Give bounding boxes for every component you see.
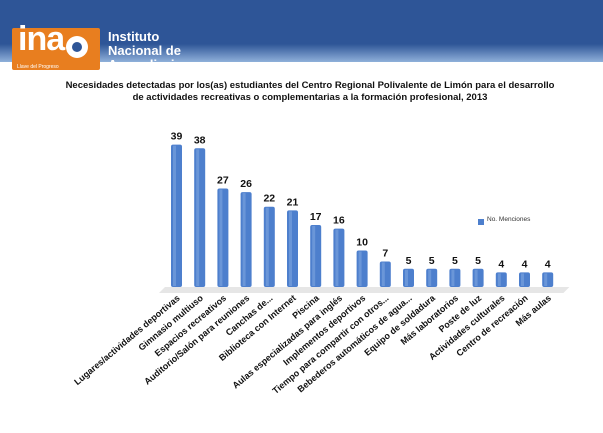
bar: [379, 261, 391, 287]
bar: [403, 268, 414, 287]
bar: [194, 148, 206, 287]
bar: [287, 210, 298, 287]
institution-name: Instituto Nacional de Aprendizaje: [108, 29, 182, 72]
bar: [217, 188, 229, 287]
bar-highlight: [173, 145, 176, 286]
bar-highlight: [381, 262, 385, 286]
header-band: [0, 0, 603, 62]
logo-text: ina: [18, 20, 65, 58]
bar: [519, 272, 530, 287]
data-label: 5: [475, 255, 481, 267]
bar: [263, 206, 275, 287]
data-label: 4: [498, 258, 504, 270]
data-label: 7: [382, 247, 388, 259]
chart-title: Necesidades detectadas por los(as) estud…: [65, 80, 555, 103]
bar-highlight: [265, 207, 269, 286]
bar: [171, 144, 182, 287]
bar: [356, 250, 368, 287]
data-label: 21: [287, 196, 299, 208]
bar-highlight: [335, 229, 339, 286]
data-label: 22: [263, 193, 275, 205]
bar: [240, 192, 252, 287]
logo-tagline: Llave del Progreso: [17, 64, 59, 70]
bar-highlight: [521, 273, 524, 286]
bar: [333, 228, 345, 287]
data-label: 16: [333, 215, 345, 227]
bar-highlight: [451, 269, 455, 286]
data-label: 39: [171, 131, 183, 143]
bar: [542, 272, 554, 287]
bar-highlight: [497, 273, 501, 286]
bar-highlight: [219, 189, 223, 286]
logo-dot-icon: [66, 36, 88, 58]
data-label: 4: [545, 258, 551, 270]
data-label: 17: [310, 211, 322, 223]
bar-highlight: [428, 269, 432, 286]
data-label: 5: [452, 255, 458, 267]
data-label: 4: [522, 258, 528, 270]
chart-floor: [159, 287, 570, 293]
bar-highlight: [544, 273, 548, 286]
bar-highlight: [289, 211, 292, 286]
bar-highlight: [242, 193, 246, 286]
data-label: 5: [406, 255, 412, 267]
bar-highlight: [196, 149, 200, 286]
bar-highlight: [358, 251, 362, 286]
bar: [310, 224, 322, 287]
data-label: 10: [356, 237, 368, 249]
bar: [449, 268, 461, 287]
data-label: 26: [240, 178, 252, 190]
bar: [426, 268, 438, 287]
bar-highlight: [474, 269, 478, 286]
data-label: 38: [194, 134, 206, 146]
legend-label: No. Menciones: [487, 216, 531, 223]
data-label: 27: [217, 174, 229, 186]
data-label: 5: [429, 255, 435, 267]
legend-swatch: [478, 219, 484, 225]
bar: [495, 272, 507, 287]
bar-highlight: [312, 225, 316, 286]
bar: [472, 268, 484, 287]
bar-highlight: [405, 269, 408, 286]
